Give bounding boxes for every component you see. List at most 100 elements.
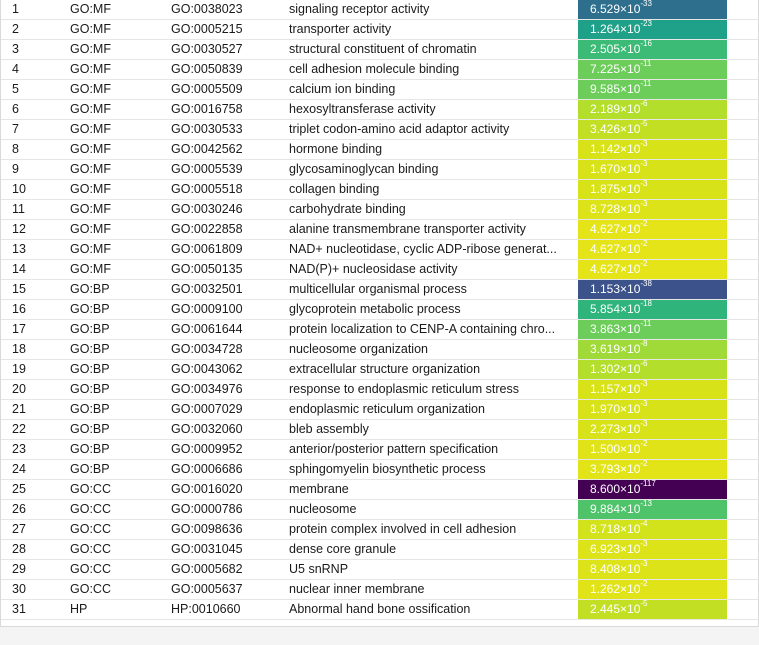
term-name-cell: triplet codon-amino acid adaptor activit… [289,122,510,136]
table-row[interactable]: 28 GO:CC GO:0031045 dense core granule 6.923… [0,540,759,560]
p-value-times-ten: ×10 [620,42,641,56]
p-value-cell: 2.505×10-16 [578,40,727,59]
p-value-times-ten: ×10 [620,482,641,496]
term-id-cell: GO:0034976 [171,382,243,396]
term-id-cell: GO:0050839 [171,62,243,76]
row-index: 23 [12,442,26,456]
row-index: 22 [12,422,26,436]
p-value-mantissa: 8.718 [590,522,621,536]
p-value-mantissa: 1.500 [590,442,621,456]
table-row[interactable]: 7 GO:MF GO:0030533 triplet codon-amino acid… [0,120,759,140]
row-index: 25 [12,482,26,496]
p-value-mantissa: 6.529 [590,2,621,16]
table-row[interactable]: 22 GO:BP GO:0032060 bleb assembly 2.273×10-3 [0,420,759,440]
p-value-mantissa: 1.142 [590,142,621,156]
p-value-exponent: -3 [640,380,648,388]
p-value-times-ten: ×10 [620,582,641,596]
source-cell: GO:MF [70,182,111,196]
p-value-times-ten: ×10 [620,382,641,396]
p-value-cell: 9.585×10-11 [578,80,727,99]
table-row[interactable]: 29 GO:CC GO:0005682 U5 snRNP 8.408×10-3 [0,560,759,580]
table-row[interactable]: 6 GO:MF GO:0016758 hexosyltransferase activ… [0,100,759,120]
p-value-cell: 1.302×10-6 [578,360,727,379]
row-index: 9 [12,162,19,176]
horizontal-scrollbar[interactable] [0,626,759,645]
table-row[interactable]: 30 GO:CC GO:0005637 nuclear inner membrane 1… [0,580,759,600]
source-cell: GO:MF [70,262,111,276]
p-value-cell: 4.627×10-2 [578,260,727,279]
p-value-mantissa: 5.854 [590,302,621,316]
p-value-cell: 3.426×10-5 [578,120,727,139]
p-value-times-ten: ×10 [620,322,641,336]
table-row[interactable]: 4 GO:MF GO:0050839 cell adhesion molecule b… [0,60,759,80]
p-value-times-ten: ×10 [620,422,641,436]
p-value-mantissa: 9.585 [590,82,621,96]
p-value-mantissa: 8.728 [590,202,621,216]
p-value-cell: 2.445×10-5 [578,600,727,619]
p-value-cell: 7.225×10-11 [578,60,727,79]
p-value-times-ten: ×10 [620,142,641,156]
table-row[interactable]: 10 GO:MF GO:0005518 collagen binding 1.875×1… [0,180,759,200]
term-name-cell: Abnormal hand bone ossification [289,602,471,616]
table-row[interactable]: 8 GO:MF GO:0042562 hormone binding 1.142×10-… [0,140,759,160]
p-value-cell: 1.153×10-38 [578,280,727,299]
term-name-cell: calcium ion binding [289,82,396,96]
p-value-exponent: -11 [640,60,652,68]
term-name-cell: multicellular organismal process [289,282,467,296]
table-row[interactable]: 26 GO:CC GO:0000786 nucleosome 9.884×10-13 [0,500,759,520]
table-row[interactable]: 11 GO:MF GO:0030246 carbohydrate binding 8.7… [0,200,759,220]
p-value-cell: 2.189×10-6 [578,100,727,119]
p-value-mantissa: 3.426 [590,122,621,136]
row-index: 2 [12,22,19,36]
source-cell: GO:BP [70,282,110,296]
table-row[interactable]: 14 GO:MF GO:0050135 NAD(P)+ nucleosidase ac… [0,260,759,280]
source-cell: GO:CC [70,562,111,576]
term-id-cell: GO:0061809 [171,242,243,256]
term-name-cell: protein complex involved in cell adhesio… [289,522,517,536]
table-row[interactable]: 5 GO:MF GO:0005509 calcium ion binding 9.585… [0,80,759,100]
p-value-exponent: -2 [640,260,648,268]
p-value-mantissa: 1.875 [590,182,621,196]
term-id-cell: HP:0010660 [171,602,241,616]
table-row[interactable]: 15 GO:BP GO:0032501 multicellular organisma… [0,280,759,300]
source-cell: GO:MF [70,222,111,236]
table-row[interactable]: 20 GO:BP GO:0034976 response to endoplasmic… [0,380,759,400]
p-value-mantissa: 3.619 [590,342,621,356]
table-row[interactable]: 21 GO:BP GO:0007029 endoplasmic reticulum o… [0,400,759,420]
p-value-exponent: -2 [640,440,648,448]
source-cell: GO:MF [70,2,111,16]
table-row[interactable]: 18 GO:BP GO:0034728 nucleosome organization… [0,340,759,360]
enrichment-results-table: 1 GO:MF GO:0038023 signaling receptor activ… [0,0,759,620]
p-value-cell: 1.970×10-3 [578,400,727,419]
p-value-mantissa: 8.408 [590,562,621,576]
source-cell: GO:CC [70,482,111,496]
table-row[interactable]: 31 HP HP:0010660 Abnormal hand bone ossific… [0,600,759,620]
p-value-mantissa: 2.273 [590,422,621,436]
source-cell: GO:BP [70,382,110,396]
table-row[interactable]: 1 GO:MF GO:0038023 signaling receptor activ… [0,0,759,20]
term-name-cell: membrane [289,482,349,496]
p-value-exponent: -16 [640,40,652,48]
table-row[interactable]: 24 GO:BP GO:0006686 sphingomyelin biosynthe… [0,460,759,480]
table-row[interactable]: 13 GO:MF GO:0061809 NAD+ nucleotidase, cycl… [0,240,759,260]
table-row[interactable]: 17 GO:BP GO:0061644 protein localization to… [0,320,759,340]
table-row[interactable]: 9 GO:MF GO:0005539 glycosaminoglycan bindin… [0,160,759,180]
table-row[interactable]: 2 GO:MF GO:0005215 transporter activity 1.26… [0,20,759,40]
source-cell: GO:BP [70,322,110,336]
table-row[interactable]: 16 GO:BP GO:0009100 glycoprotein metabolic … [0,300,759,320]
term-name-cell: cell adhesion molecule binding [289,62,460,76]
source-cell: GO:MF [70,242,111,256]
p-value-times-ten: ×10 [620,342,641,356]
table-row[interactable]: 12 GO:MF GO:0022858 alanine transmembrane t… [0,220,759,240]
source-cell: GO:CC [70,582,111,596]
row-index: 7 [12,122,19,136]
table-row[interactable]: 19 GO:BP GO:0043062 extracellular structure… [0,360,759,380]
table-row[interactable]: 27 GO:CC GO:0098636 protein complex involve… [0,520,759,540]
row-index: 15 [12,282,26,296]
table-row[interactable]: 25 GO:CC GO:0016020 membrane 8.600×10-117 [0,480,759,500]
table-row[interactable]: 3 GO:MF GO:0030527 structural constituent o… [0,40,759,60]
term-name-cell: sphingomyelin biosynthetic process [289,462,486,476]
p-value-exponent: -2 [640,460,648,468]
table-row[interactable]: 23 GO:BP GO:0009952 anterior/posterior patt… [0,440,759,460]
term-id-cell: GO:0061644 [171,322,243,336]
